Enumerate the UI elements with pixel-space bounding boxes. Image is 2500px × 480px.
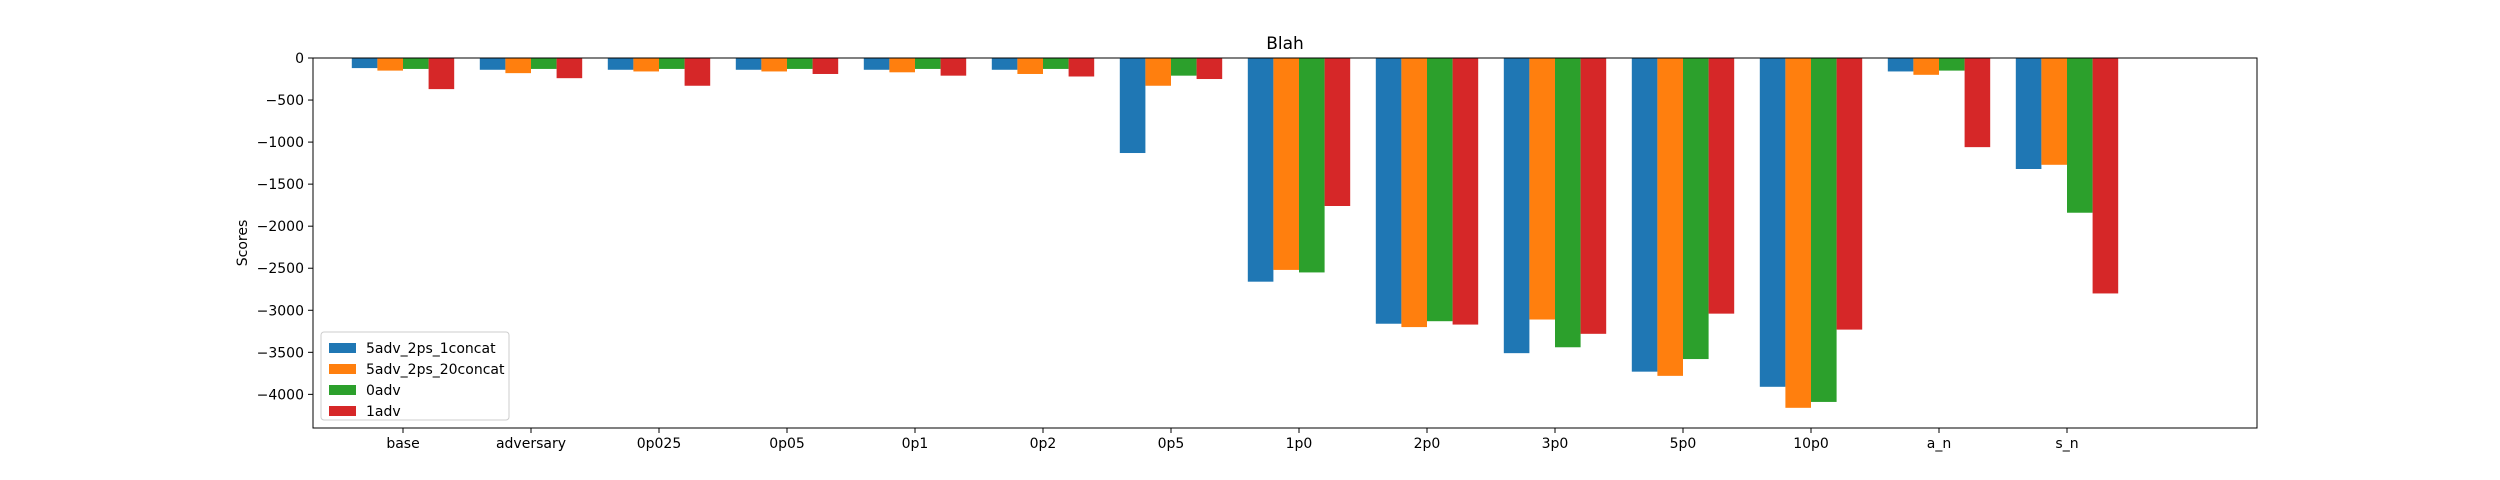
- bar-0adv-2p0: [1427, 58, 1453, 322]
- x-tick-label: 1p0: [1286, 436, 1313, 452]
- x-tick-label: 0p025: [637, 436, 682, 452]
- bar-1adv-0p2: [1068, 58, 1095, 77]
- x-tick-label: 0p1: [902, 436, 929, 452]
- bar-0adv-0p5: [1171, 58, 1197, 76]
- chart-title: Blah: [1266, 34, 1304, 54]
- y-tick-label: −1000: [257, 135, 304, 151]
- legend-box: [320, 331, 510, 421]
- legend-swatch-0adv: [329, 385, 356, 395]
- bar-0adv-s_n: [2067, 58, 2093, 213]
- legend-swatch-5adv_2ps_20concat: [329, 364, 356, 374]
- x-tick-label: 10p0: [1793, 436, 1829, 452]
- bar-5adv_2ps_1concat-adversary: [479, 58, 506, 70]
- y-tick-label: −3500: [257, 345, 304, 361]
- bar-5adv_2ps_20concat-10p0: [1785, 58, 1811, 408]
- x-tick-label: 0p2: [1030, 436, 1057, 452]
- y-tick-label: −2000: [257, 219, 304, 235]
- bar-5adv_2ps_20concat-0p1: [889, 58, 915, 73]
- bar-1adv-adversary: [556, 58, 583, 79]
- bar-1adv-0p1: [940, 58, 967, 76]
- bar-1adv-a_n: [1964, 58, 1991, 148]
- bar-5adv_2ps_20concat-3p0: [1529, 58, 1555, 320]
- bar-5adv_2ps_1concat-3p0: [1503, 58, 1530, 354]
- bar-1adv-0p05: [812, 58, 839, 74]
- legend-label-5adv_2ps_1concat: 5adv_2ps_1concat: [366, 341, 496, 357]
- bar-1adv-0p5: [1196, 58, 1223, 80]
- x-tick-label: 5p0: [1670, 436, 1697, 452]
- bar-5adv_2ps_20concat-s_n: [2041, 58, 2067, 165]
- bar-0adv-base: [403, 58, 429, 69]
- bar-5adv_2ps_20concat-2p0: [1401, 58, 1427, 328]
- bars-layer: [351, 58, 2119, 408]
- x-tick-label: a_n: [1927, 436, 1951, 452]
- x-tick-label: 3p0: [1542, 436, 1569, 452]
- bar-5adv_2ps_1concat-s_n: [2015, 58, 2042, 169]
- legend-swatch-5adv_2ps_1concat: [329, 343, 356, 353]
- bar-5adv_2ps_1concat-10p0: [1759, 58, 1786, 387]
- bar-1adv-0p025: [684, 58, 711, 86]
- bar-5adv_2ps_20concat-0p2: [1017, 58, 1043, 74]
- bar-1adv-3p0: [1580, 58, 1607, 334]
- bar-5adv_2ps_20concat-base: [377, 58, 403, 71]
- bar-1adv-2p0: [1452, 58, 1479, 325]
- bar-5adv_2ps_20concat-a_n: [1913, 58, 1939, 75]
- y-axis-label: Scores: [235, 220, 251, 267]
- bar-5adv_2ps_20concat-adversary: [505, 58, 531, 74]
- bar-0adv-0p2: [1043, 58, 1069, 69]
- bar-5adv_2ps_20concat-0p025: [633, 58, 659, 72]
- axes-layer: 0 −500 −1000 −1500 −2000 −2500 −3000 −3500 −4000…: [257, 51, 2258, 452]
- bar-5adv_2ps_1concat-base: [351, 58, 378, 69]
- bar-0adv-0p1: [915, 58, 941, 69]
- y-tick-label: −2500: [257, 261, 304, 277]
- bar-5adv_2ps_20concat-0p5: [1145, 58, 1171, 86]
- legend-label-5adv_2ps_20concat: 5adv_2ps_20concat: [366, 362, 505, 378]
- x-tick-label: 0p5: [1158, 436, 1185, 452]
- bar-0adv-0p025: [659, 58, 685, 69]
- y-tick-label: −3000: [257, 303, 304, 319]
- bar-1adv-1p0: [1324, 58, 1351, 206]
- x-tick-label: base: [386, 436, 419, 452]
- bar-5adv_2ps_1concat-0p5: [1119, 58, 1146, 154]
- bar-5adv_2ps_1concat-0p1: [863, 58, 890, 70]
- legend: 5adv_2ps_1concat 5adv_2ps_20concat 0adv 1ad…: [320, 331, 510, 421]
- bar-1adv-10p0: [1836, 58, 1863, 330]
- y-tick-label: −1500: [257, 177, 304, 193]
- bar-5adv_2ps_20concat-0p05: [761, 58, 787, 72]
- bar-5adv_2ps_1concat-5p0: [1631, 58, 1658, 372]
- bar-5adv_2ps_1concat-a_n: [1887, 58, 1914, 72]
- bar-5adv_2ps_1concat-0p2: [991, 58, 1018, 70]
- bar-5adv_2ps_20concat-5p0: [1657, 58, 1683, 376]
- bar-5adv_2ps_1concat-2p0: [1375, 58, 1402, 324]
- y-tick-label: −4000: [257, 387, 304, 403]
- bar-0adv-a_n: [1939, 58, 1965, 71]
- bar-1adv-base: [428, 58, 455, 90]
- bar-1adv-5p0: [1708, 58, 1735, 314]
- bar-5adv_2ps_1concat-0p05: [735, 58, 762, 70]
- bar-0adv-adversary: [531, 58, 557, 69]
- x-tick-label: 2p0: [1414, 436, 1441, 452]
- y-tick-label: 0: [295, 51, 304, 67]
- bar-5adv_2ps_1concat-1p0: [1247, 58, 1274, 282]
- plot-frame: [312, 57, 2258, 429]
- legend-label-1adv: 1adv: [366, 404, 401, 420]
- bar-0adv-10p0: [1811, 58, 1837, 402]
- bar-5adv_2ps_1concat-0p025: [607, 58, 634, 70]
- legend-swatch-1adv: [329, 406, 356, 416]
- x-tick-label: 0p05: [769, 436, 805, 452]
- bar-0adv-3p0: [1555, 58, 1581, 348]
- bar-0adv-0p05: [787, 58, 813, 69]
- bar-5adv_2ps_20concat-1p0: [1273, 58, 1299, 270]
- y-tick-label: −500: [266, 93, 304, 109]
- bar-0adv-5p0: [1683, 58, 1709, 360]
- bar-0adv-1p0: [1299, 58, 1325, 273]
- legend-label-0adv: 0adv: [366, 383, 401, 399]
- bar-1adv-s_n: [2092, 58, 2119, 294]
- x-tick-label: adversary: [496, 436, 566, 452]
- x-tick-label: s_n: [2055, 436, 2078, 452]
